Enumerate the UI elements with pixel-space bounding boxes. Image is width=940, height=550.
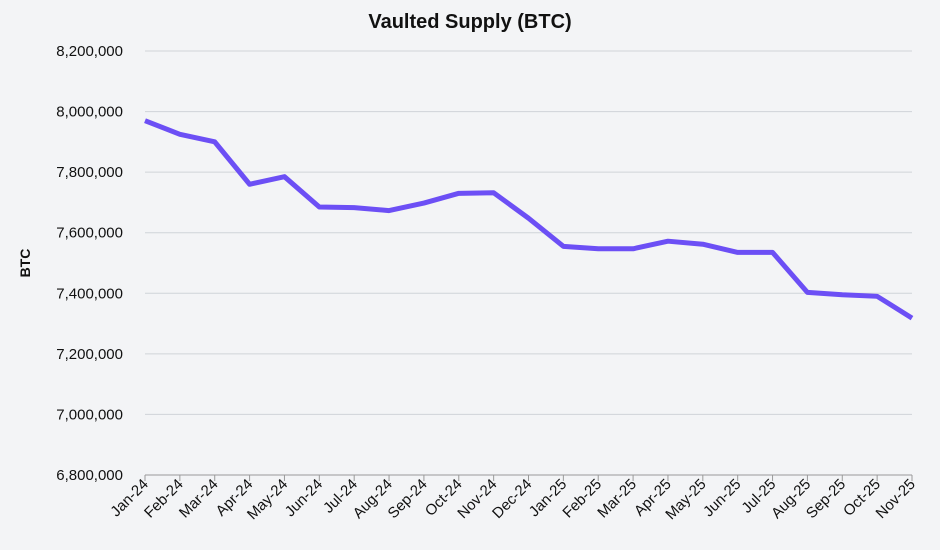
x-tick-label: Mar-25 [594,476,640,522]
y-tick-label: 7,200,000 [56,346,123,363]
x-tick-label: Sep-25 [803,476,849,522]
y-tick-label: 6,800,000 [56,467,123,484]
x-tick-label: Sep-24 [385,476,431,522]
line [144,118,914,321]
x-tick-label: Jun-25 [700,476,744,520]
y-tick-label: 7,400,000 [56,285,123,302]
x-tick-label: Mar-24 [176,476,222,522]
y-tick-label: 7,600,000 [56,225,123,242]
y-axis-label: BTC [17,249,33,278]
y-tick-label: 7,800,000 [56,164,123,181]
y-tick-label: 8,000,000 [56,104,123,121]
x-tick-label: Nov-25 [873,476,919,522]
y-tick-label: 8,200,000 [56,43,123,60]
x-tick-label: Dec-24 [489,476,535,522]
chart-title: Vaulted Supply (BTC) [368,11,571,33]
x-tick-label: Jun-24 [282,476,326,520]
y-tick-label: 7,000,000 [56,406,123,423]
